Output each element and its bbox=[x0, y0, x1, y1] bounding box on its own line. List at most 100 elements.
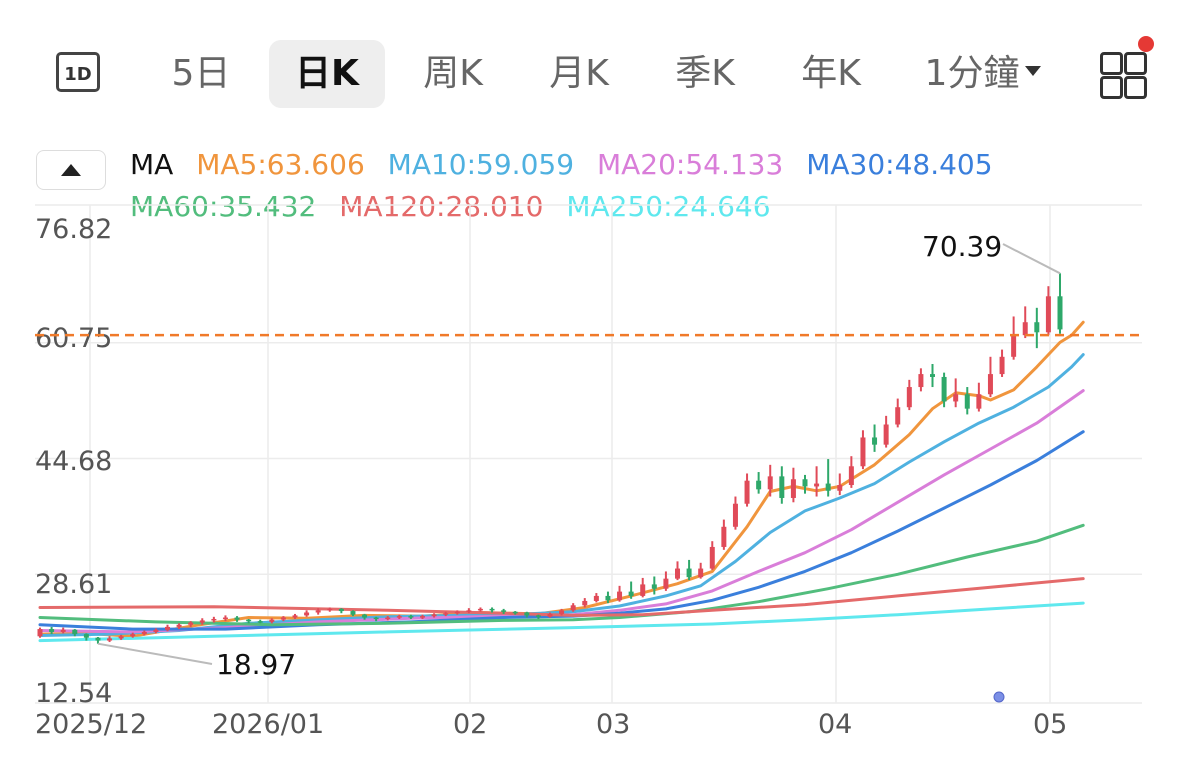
candle-body bbox=[350, 611, 356, 615]
candle-body bbox=[1022, 322, 1028, 336]
candle-body bbox=[257, 621, 263, 623]
candle-body bbox=[895, 407, 901, 425]
candle-body bbox=[477, 608, 483, 611]
candle-body bbox=[176, 624, 182, 627]
candle-body bbox=[431, 614, 437, 617]
candle-body bbox=[396, 616, 402, 618]
candle-body bbox=[501, 610, 507, 612]
candle-body bbox=[825, 483, 831, 491]
x-tick-label: 05 bbox=[1033, 709, 1067, 740]
candle-body bbox=[593, 595, 599, 601]
candle-body bbox=[60, 629, 66, 632]
x-tick-label: 2025/12 bbox=[35, 709, 147, 740]
candle-body bbox=[153, 629, 159, 632]
candle-body bbox=[72, 629, 78, 635]
ma-legend-row-1: MA MA5:63.606 MA10:59.059 MA20:54.133 MA… bbox=[130, 148, 993, 181]
candle-body bbox=[199, 620, 205, 623]
candle-body bbox=[628, 591, 634, 596]
candle-body bbox=[292, 615, 298, 618]
candle-body bbox=[408, 616, 414, 618]
candle-body bbox=[338, 608, 344, 612]
tab-yearly-k[interactable]: 年K bbox=[801, 53, 861, 94]
legend-ma5: MA5:63.606 bbox=[196, 148, 365, 181]
candle-body bbox=[385, 617, 391, 620]
candle-body bbox=[547, 613, 553, 617]
candle-body bbox=[883, 424, 889, 445]
candle-body bbox=[964, 394, 970, 409]
candle-body bbox=[466, 610, 472, 612]
candle-body bbox=[188, 622, 194, 625]
candle-body bbox=[524, 612, 530, 616]
x-tick-label: 2026/01 bbox=[212, 709, 324, 740]
ma30-line bbox=[38, 430, 1085, 631]
max-marker-line bbox=[1002, 243, 1061, 275]
legend-ma250: MA250:24.646 bbox=[566, 190, 771, 223]
tab-5-day[interactable]: 5日 bbox=[171, 53, 231, 94]
candle-body bbox=[814, 483, 820, 487]
legend-ma30: MA30:48.405 bbox=[806, 148, 993, 181]
candle-body bbox=[327, 608, 333, 611]
candle-body bbox=[790, 479, 796, 498]
x-tick-label: 02 bbox=[453, 709, 487, 740]
candle-body bbox=[976, 394, 982, 409]
tab-quarterly-k[interactable]: 季K bbox=[675, 53, 735, 94]
candle-body bbox=[535, 615, 541, 617]
one-day-icon[interactable]: 1D bbox=[56, 52, 100, 92]
period-tab-bar: 1D 5日 日K 周K 月K 季K 年K 1分鐘 bbox=[0, 0, 1178, 140]
tab-minute-dropdown[interactable]: 1分鐘 bbox=[918, 40, 1048, 108]
candle-body bbox=[686, 568, 692, 578]
candle-body bbox=[779, 476, 785, 498]
candle-body bbox=[443, 613, 449, 615]
candle-body bbox=[49, 629, 55, 632]
candle-body bbox=[234, 617, 240, 620]
ma-legend-row-2: MA60:35.432 MA120:28.010 MA250:24.646 bbox=[130, 190, 771, 223]
candle-body bbox=[767, 476, 773, 490]
candle-body bbox=[582, 600, 588, 606]
candle-body bbox=[118, 636, 124, 639]
candle-body bbox=[362, 614, 368, 618]
tab-daily-k[interactable]: 日K bbox=[269, 40, 385, 108]
candle-body bbox=[37, 629, 43, 637]
candle-body bbox=[1057, 296, 1063, 330]
legend-ma60: MA60:35.432 bbox=[130, 190, 317, 223]
tab-monthly-k[interactable]: 月K bbox=[549, 53, 609, 94]
ma5-line bbox=[38, 320, 1085, 638]
ma10-line bbox=[38, 353, 1085, 637]
notification-dot bbox=[1138, 36, 1154, 52]
candle-body bbox=[304, 612, 310, 616]
candle-body bbox=[744, 480, 750, 504]
ma20-line bbox=[38, 389, 1085, 634]
candle-body bbox=[489, 608, 495, 611]
chevron-down-icon bbox=[1025, 66, 1042, 76]
candle-body bbox=[222, 617, 228, 620]
legend-ma10: MA10:59.059 bbox=[387, 148, 575, 181]
legend-ma20: MA20:54.133 bbox=[596, 148, 784, 181]
candle-body bbox=[640, 584, 646, 596]
candle-body bbox=[848, 466, 854, 486]
candle-body bbox=[617, 591, 623, 601]
candle-body bbox=[130, 634, 136, 637]
candle-body bbox=[999, 356, 1005, 375]
tab-weekly-k[interactable]: 周K bbox=[423, 53, 483, 94]
candle-body bbox=[454, 611, 460, 614]
candle-body bbox=[559, 610, 565, 614]
candle-body bbox=[837, 485, 843, 491]
candle-body bbox=[872, 437, 878, 445]
x-tick-label: 04 bbox=[818, 709, 852, 740]
candle-body bbox=[930, 374, 935, 377]
min-marker-line bbox=[97, 642, 213, 665]
candle-body bbox=[570, 605, 576, 611]
candle-body bbox=[732, 503, 738, 527]
legend-collapse-button[interactable] bbox=[36, 150, 106, 190]
candle-body bbox=[802, 479, 808, 487]
candle-body bbox=[83, 634, 89, 638]
candle-body bbox=[141, 631, 147, 635]
candle-body bbox=[280, 617, 286, 620]
grid-menu-icon[interactable] bbox=[1100, 36, 1154, 100]
candle-body bbox=[107, 638, 113, 641]
candle-body bbox=[1045, 296, 1051, 333]
candle-body bbox=[651, 584, 657, 589]
caret-up-icon bbox=[61, 164, 81, 176]
candle-body bbox=[165, 626, 170, 630]
